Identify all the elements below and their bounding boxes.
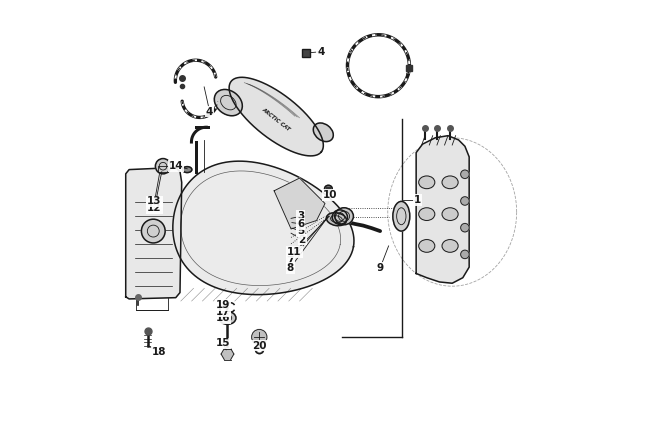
Circle shape <box>252 329 267 345</box>
Ellipse shape <box>335 208 354 225</box>
Text: 3: 3 <box>297 211 304 221</box>
Ellipse shape <box>332 210 348 224</box>
Circle shape <box>461 250 469 259</box>
Text: 1: 1 <box>414 195 421 205</box>
Text: 5: 5 <box>297 226 304 236</box>
Ellipse shape <box>214 89 242 116</box>
Ellipse shape <box>219 312 236 324</box>
Text: 18: 18 <box>151 347 166 357</box>
Text: 14: 14 <box>168 161 183 171</box>
Ellipse shape <box>313 123 333 142</box>
Text: 15: 15 <box>216 338 231 349</box>
Polygon shape <box>173 161 354 295</box>
Text: 9: 9 <box>376 263 384 273</box>
Ellipse shape <box>442 240 458 252</box>
Text: 7: 7 <box>287 256 294 266</box>
Ellipse shape <box>393 201 410 231</box>
Polygon shape <box>125 167 182 299</box>
Text: ARCTIC CAT: ARCTIC CAT <box>261 107 291 132</box>
Ellipse shape <box>442 176 458 189</box>
Text: 16: 16 <box>216 313 231 323</box>
Text: 2: 2 <box>298 234 306 245</box>
Ellipse shape <box>419 208 435 220</box>
Polygon shape <box>416 136 469 283</box>
Text: 10: 10 <box>323 190 337 200</box>
Ellipse shape <box>324 185 332 192</box>
Ellipse shape <box>442 208 458 220</box>
Polygon shape <box>157 166 168 172</box>
Text: 12: 12 <box>148 203 162 213</box>
Polygon shape <box>274 178 325 229</box>
Circle shape <box>461 197 469 205</box>
Ellipse shape <box>326 213 346 226</box>
Text: 11: 11 <box>287 247 302 257</box>
Polygon shape <box>221 349 234 360</box>
Ellipse shape <box>419 176 435 189</box>
Polygon shape <box>229 77 323 156</box>
Text: 13: 13 <box>148 196 162 206</box>
Text: 6: 6 <box>297 219 304 229</box>
Text: 4: 4 <box>317 47 324 57</box>
Text: 20: 20 <box>252 340 266 351</box>
Ellipse shape <box>419 240 435 252</box>
Circle shape <box>142 219 165 243</box>
Circle shape <box>155 159 171 174</box>
Ellipse shape <box>183 167 192 173</box>
Text: 17: 17 <box>216 307 231 317</box>
Text: 4: 4 <box>206 106 213 117</box>
Circle shape <box>461 170 469 179</box>
Circle shape <box>461 223 469 232</box>
Text: 19: 19 <box>216 300 231 310</box>
Text: 8: 8 <box>287 263 294 273</box>
